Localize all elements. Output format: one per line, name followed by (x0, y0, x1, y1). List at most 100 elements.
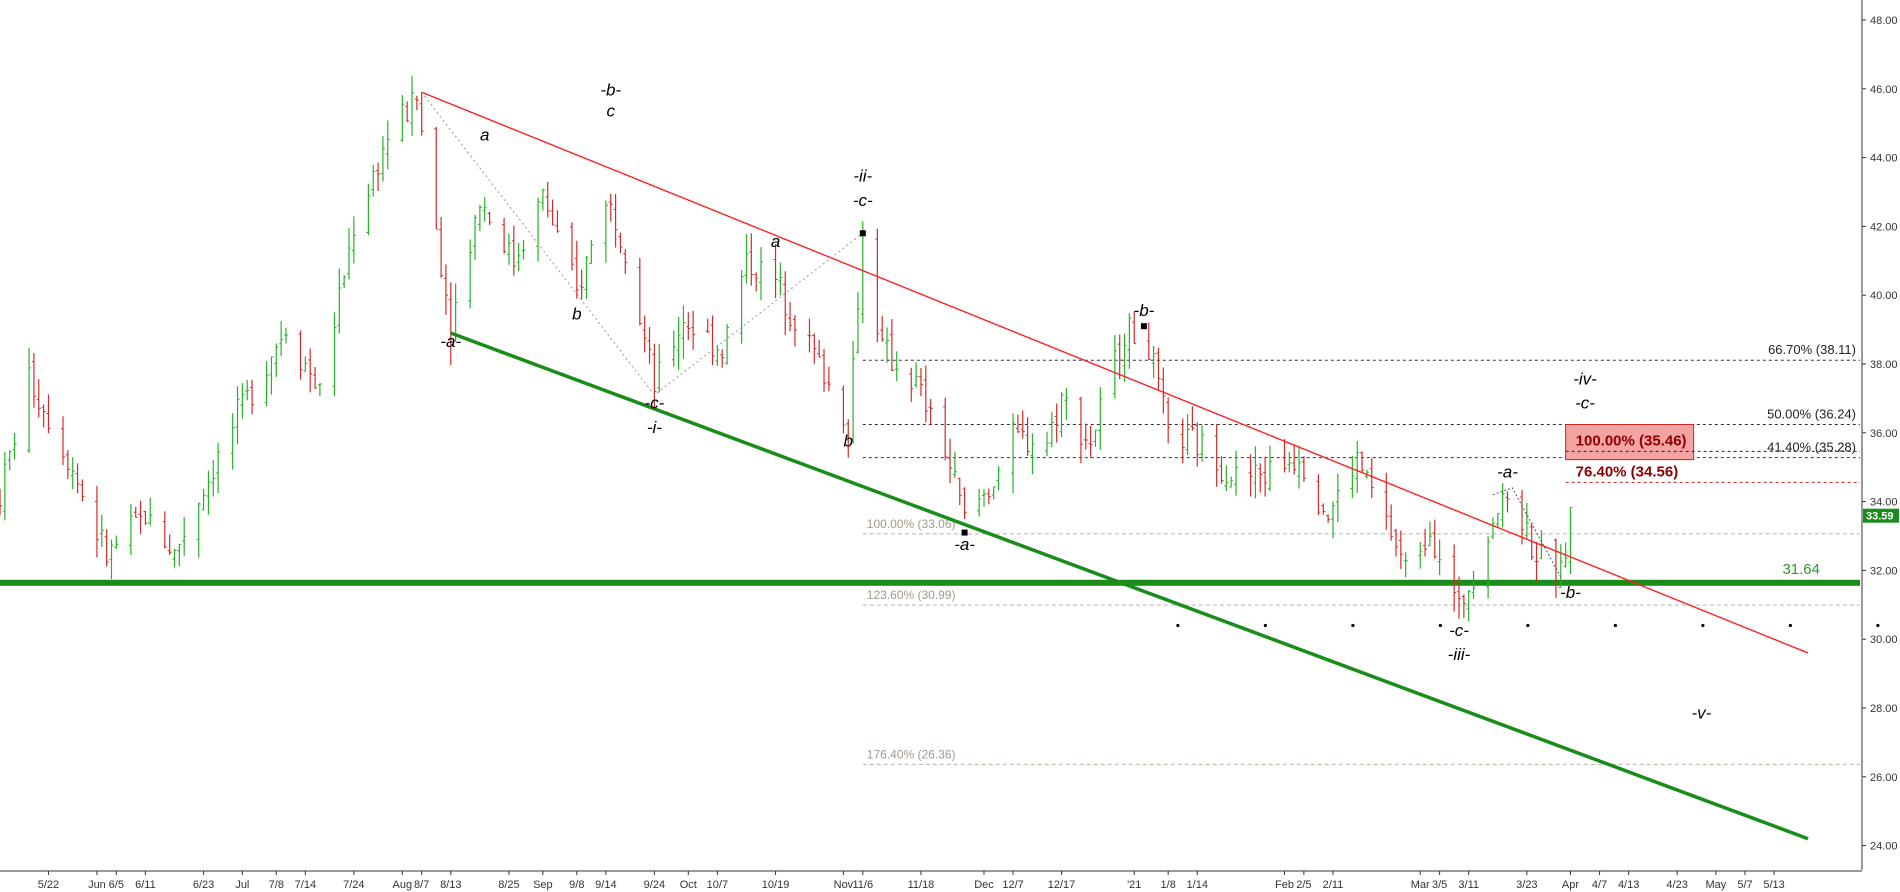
x-tick-label: 8/7 (414, 879, 429, 891)
support-line (0, 579, 1860, 586)
projection-dot (1438, 623, 1442, 628)
y-tick-label: 26.00 (1870, 772, 1898, 784)
y-tick-label: 24.00 (1870, 841, 1898, 853)
channel-line (421, 91, 1809, 654)
pivot-marker (1140, 323, 1147, 330)
wave-label: c (606, 101, 615, 120)
trendlines (421, 91, 1809, 841)
y-tick-label: 42.00 (1870, 221, 1898, 233)
projection-dot (1701, 623, 1705, 628)
x-tick-label: 7/14 (295, 879, 316, 891)
wave-label: -a- (954, 535, 975, 554)
wave-label: b (572, 304, 581, 323)
x-tick-label: 6/5 (109, 879, 124, 891)
x-tick-label: '21 (1127, 879, 1141, 891)
x-tick-label: 7/8 (269, 879, 284, 891)
price-bars (0, 76, 1573, 622)
x-tick-label: 5/22 (38, 879, 59, 891)
y-tick-label: 32.00 (1870, 565, 1898, 577)
wave-label: -iii- (1448, 645, 1471, 664)
x-tick-label: 1/8 (1161, 879, 1176, 891)
projection-dot (1876, 623, 1880, 628)
y-tick-label: 38.00 (1870, 359, 1898, 371)
y-tick-label: 36.00 (1870, 428, 1898, 440)
x-tick-label: Jul (235, 879, 249, 891)
x-tick-label: 4/13 (1618, 879, 1639, 891)
y-tick-label: 34.00 (1870, 497, 1898, 509)
fib-label: 100.00% (33.06) (867, 517, 956, 531)
channel-line (450, 331, 1809, 841)
x-tick-label: 5/7 (1737, 879, 1752, 891)
x-tick-label: 8/25 (498, 879, 519, 891)
x-tick-label: 11/6 (853, 879, 874, 891)
y-tick-label: 30.00 (1870, 634, 1898, 646)
x-tick-label: Oct (680, 879, 697, 891)
fib-label: 123.60% (30.99) (867, 588, 956, 602)
fib-label: 100.00% (35.46) (1576, 432, 1687, 449)
wave-label: -c- (1575, 394, 1595, 413)
x-tick-label: 9/24 (644, 879, 665, 891)
x-tick-label: 6/11 (135, 879, 156, 891)
y-tick-label: 28.00 (1870, 703, 1898, 715)
projection-dot (1263, 623, 1267, 628)
x-tick-label: 6/23 (193, 879, 214, 891)
x-tick-label: Apr (1562, 879, 1579, 891)
x-tick-label: 12/7 (1002, 879, 1023, 891)
wave-label: -i- (647, 418, 662, 437)
x-tick-label: 3/11 (1458, 879, 1479, 891)
x-tick-label: 8/13 (440, 879, 461, 891)
projection-dot (1788, 623, 1792, 628)
support-label: 31.64 (1782, 561, 1820, 578)
y-tick-label: 40.00 (1870, 290, 1898, 302)
fib-label: 41.40% (35.28) (1767, 440, 1856, 455)
x-tick-label: Sep (533, 879, 553, 891)
x-tick-label: 1/14 (1187, 879, 1208, 891)
fib-label: 176.40% (26.36) (867, 747, 956, 761)
fib-label: 66.70% (38.11) (1768, 342, 1856, 357)
wave-label: -b- (1134, 301, 1155, 320)
y-tick-label: 46.00 (1870, 84, 1898, 96)
x-tick-label: 4/7 (1592, 879, 1607, 891)
x-tick-label: Aug (393, 879, 413, 891)
wave-label: -v- (1691, 703, 1711, 722)
x-tick-label: May (1706, 879, 1727, 891)
wave-connector (1492, 487, 1562, 578)
wave-label: a (480, 125, 489, 144)
x-tick-label: 11/18 (908, 879, 935, 891)
x-tick-label: 9/14 (595, 879, 616, 891)
wave-label: -a- (440, 332, 461, 351)
wave-label: -a- (1497, 463, 1518, 482)
projection-dot (1613, 623, 1617, 628)
wave-label: -b- (1560, 583, 1581, 602)
wave-label: -ii- (853, 167, 872, 186)
x-tick-label: 10/19 (762, 879, 790, 891)
x-tick-label: 2/11 (1323, 879, 1344, 891)
projection-dot (1176, 623, 1180, 628)
x-tick-label: Nov (834, 879, 854, 891)
fib-label: 76.40% (34.56) (1576, 463, 1679, 480)
x-tick-label: 5/13 (1763, 879, 1784, 891)
last-price-badge (1863, 508, 1899, 523)
y-tick-label: 48.00 (1870, 15, 1898, 27)
last-price-label: 33.59 (1866, 511, 1894, 523)
x-tick-label: 2/5 (1296, 879, 1311, 891)
target-zone (1565, 424, 1695, 461)
projection-dot (1526, 623, 1530, 628)
x-tick-label: 7/24 (343, 879, 364, 891)
wave-connector (421, 91, 864, 396)
x-tick-label: 4/23 (1666, 879, 1687, 891)
wave-label: a (771, 232, 780, 251)
x-tick-label: 3/5 (1432, 879, 1447, 891)
y-tick-label: 44.00 (1870, 153, 1898, 165)
fib-levels: 66.70% (38.11) 50.00% (36.24) 41.40% (35.2… (0, 342, 1880, 765)
wave-label: -c- (1449, 621, 1469, 640)
wave-label: -c- (644, 394, 664, 413)
wave-label: b (844, 432, 853, 451)
wave-label: -c- (853, 191, 873, 210)
wave-labels: -a-a -b-c b -c- -i-a -ii- -c-b -a- -b- -iv- -c- -a-… (440, 81, 1711, 723)
x-tick-label: 9/8 (569, 879, 584, 891)
projection-dot (1351, 623, 1355, 628)
x-tick-label: 3/23 (1516, 879, 1537, 891)
